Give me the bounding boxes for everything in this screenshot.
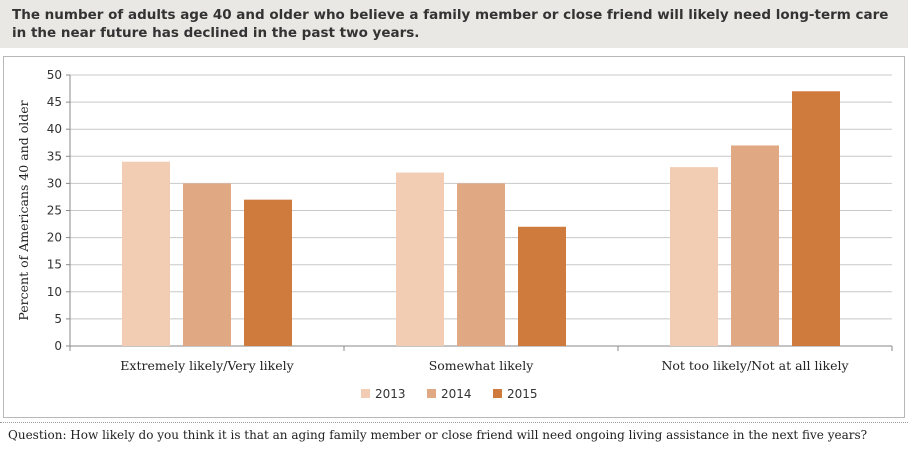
chart-header: The number of adults age 40 and older wh… — [0, 0, 908, 48]
bar — [122, 161, 170, 346]
x-category-label: Extremely likely/Very likely — [120, 358, 294, 373]
y-tick-label: 35 — [47, 149, 62, 163]
legend-label: 2015 — [507, 387, 538, 401]
legend-swatch — [361, 389, 370, 398]
y-tick-label: 50 — [47, 68, 62, 82]
y-tick-label: 30 — [47, 176, 62, 190]
x-category-label: Somewhat likely — [429, 358, 535, 373]
chart-frame: 0 5 10 15 20 25 30 35 40 45 50 Percent of Americans… — [3, 56, 905, 418]
bar — [731, 145, 779, 346]
bar — [670, 167, 718, 346]
legend-swatch — [427, 389, 436, 398]
survey-question: Question: How likely do you think it is … — [8, 428, 868, 442]
bar — [183, 183, 231, 346]
y-tick-label: 25 — [47, 204, 62, 218]
legend-swatch — [493, 389, 502, 398]
y-tick-label: 45 — [47, 95, 62, 109]
y-tick-label: 5 — [54, 312, 62, 326]
y-tick-label: 40 — [47, 122, 62, 136]
bar-chart: 0 5 10 15 20 25 30 35 40 45 50 Percent of Americans… — [16, 68, 893, 401]
y-tick-label: 20 — [47, 231, 62, 245]
legend-label: 2014 — [441, 387, 472, 401]
y-axis-label: Percent of Americans 40 and older — [16, 100, 31, 320]
y-tick-label: 10 — [47, 285, 62, 299]
footer-divider — [0, 422, 908, 423]
y-tick-label: 15 — [47, 258, 62, 272]
chart-title: The number of adults age 40 and older wh… — [12, 7, 889, 41]
bar — [244, 199, 292, 346]
bar — [518, 226, 566, 346]
x-category-label: Not too likely/Not at all likely — [661, 358, 849, 373]
bar — [396, 172, 444, 346]
y-tick-label: 0 — [54, 339, 62, 353]
legend-label: 2013 — [375, 387, 406, 401]
bar — [792, 91, 840, 346]
bar — [457, 183, 505, 346]
